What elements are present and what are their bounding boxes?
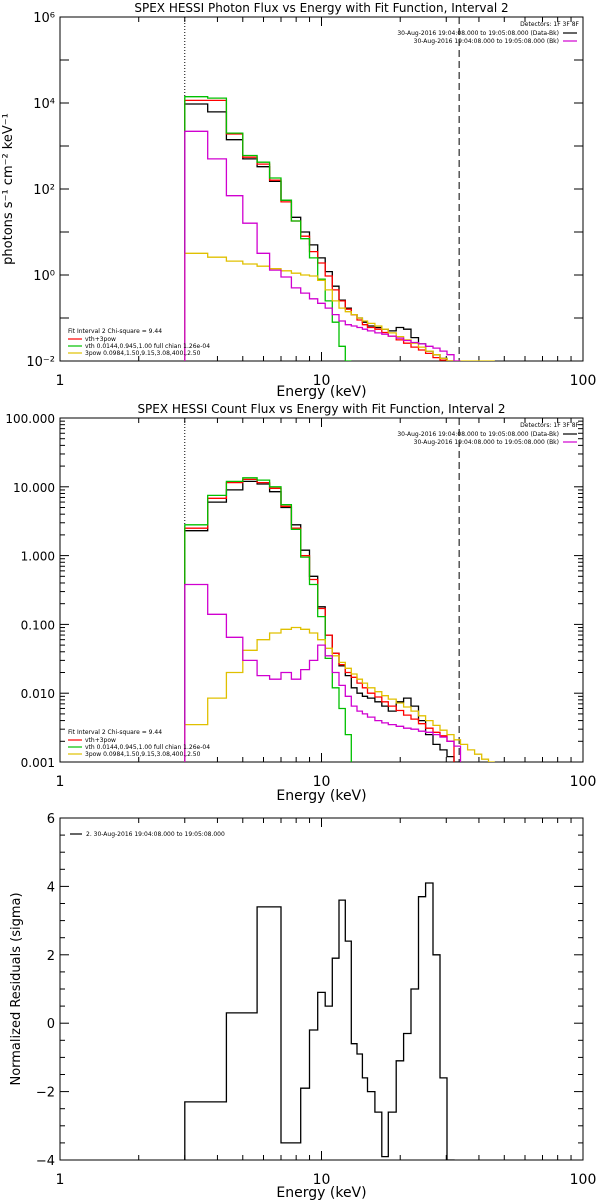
y-tick-label: 2	[47, 949, 55, 964]
x-tick-label: 100	[570, 373, 597, 389]
x-tick-label: 1	[56, 373, 65, 389]
plot-area	[184, 882, 462, 1160]
legend-text: 2. 30-Aug-2016 19:04:08.000 to 19:05:08.…	[86, 831, 225, 838]
x-tick-label: 100	[570, 1172, 597, 1188]
fit-legend-text: vth 0.0144,0.945,1.00 full chian 1.26e-0…	[85, 343, 210, 350]
y-tick-label: 6	[47, 812, 55, 827]
series-bk	[184, 583, 462, 762]
fit-legend-title: Fit Interval 2 Chi-square = 9.44	[68, 729, 162, 736]
plot-area	[184, 418, 495, 762]
x-axis-label: Energy (keV)	[276, 788, 366, 804]
series-bk	[184, 130, 461, 361]
series-vth-3pow	[184, 99, 454, 361]
x-tick-label: 100	[570, 774, 597, 790]
series-3pow	[184, 252, 495, 361]
y-tick-label: −2	[36, 1086, 55, 1101]
x-tick-label: 10	[313, 1172, 331, 1188]
series-vth-3pow	[184, 478, 455, 762]
x-axis-label: Energy (keV)	[276, 1185, 366, 1200]
y-tick-label: 10⁰	[33, 269, 55, 284]
y-tick-label: −4	[36, 1154, 55, 1169]
y-tick-label: 10²	[33, 183, 55, 198]
x-tick-label: 1	[56, 774, 65, 790]
x-axis-label: Energy (keV)	[276, 384, 366, 400]
fit-legend-text: vth+3pow	[85, 737, 116, 744]
header-interval-text: 30-Aug-2016 19:04:08.000 to 19:05:08.000…	[414, 38, 559, 45]
fit-legend-text: 3pow 0.0984,1.50,9.15,3.08,400.,2.50	[85, 350, 201, 357]
y-tick-label: 10.000	[13, 481, 55, 495]
plot-frame	[59, 16, 584, 362]
plot-frame	[59, 417, 584, 763]
series-residuals	[184, 882, 462, 1160]
chart-title: SPEX HESSI Count Flux vs Energy with Fit…	[137, 402, 505, 416]
x-tick-label: 10	[313, 774, 331, 790]
y-tick-label: 10⁶	[33, 11, 55, 26]
header-interval-text: 30-Aug-2016 19:04:08.000 to 19:05:08.000…	[414, 439, 559, 446]
y-tick-label: 0	[47, 1017, 55, 1032]
x-tick-label: 1	[56, 1172, 65, 1188]
y-tick-label: 0.100	[21, 618, 55, 632]
fit-legend-text: vth 0.0144,0.945,1.00 full chian 1.26e-0…	[85, 744, 210, 751]
detectors-label: Detectors: 1F 3F 8F	[520, 422, 579, 429]
residuals-panel: 1 10 100 Energy (keV) −4 −2 0 2 4 6 Normalized Res…	[9, 812, 596, 1200]
series-data-bk	[184, 103, 454, 361]
y-tick-label: 1.000	[21, 550, 55, 564]
count-flux-panel: SPEX HESSI Count Flux vs Energy with Fit…	[5, 402, 596, 804]
header-interval-text: 30-Aug-2016 19:04:08.000 to 19:05:08.000…	[397, 30, 559, 37]
plot-area	[184, 17, 495, 361]
y-axis-label: photons s⁻¹ cm⁻² keV⁻¹	[1, 113, 16, 265]
fit-legend-text: vth+3pow	[85, 336, 116, 343]
y-tick-label: 4	[47, 880, 55, 895]
y-tick-label: 10⁴	[33, 97, 55, 112]
series-3pow	[184, 626, 495, 762]
photon-flux-panel: SPEX HESSI Photon Flux vs Energy with Fi…	[1, 1, 596, 400]
fit-legend-title: Fit Interval 2 Chi-square = 9.44	[68, 328, 162, 335]
x-tick-label: 10	[313, 373, 331, 389]
y-tick-label: 0.001	[21, 756, 55, 770]
y-tick-label: 100.000	[5, 412, 55, 426]
y-tick-label: 0.010	[21, 687, 55, 701]
plot-frame	[59, 817, 584, 1161]
detectors-label: Detectors: 1F 3F 8F	[520, 21, 579, 28]
chart-title: SPEX HESSI Photon Flux vs Energy with Fi…	[134, 1, 508, 15]
series-vth	[184, 477, 352, 762]
fit-legend-text: 3pow 0.0984,1.50,9.15,3.08,400.,2.50	[85, 751, 201, 758]
series-vth	[184, 96, 352, 361]
y-tick-label: 10⁻²	[26, 355, 55, 370]
y-axis-label: Normalized Residuals (sigma)	[9, 892, 24, 1085]
header-interval-text: 30-Aug-2016 19:04:08.000 to 19:05:08.000…	[397, 431, 559, 438]
